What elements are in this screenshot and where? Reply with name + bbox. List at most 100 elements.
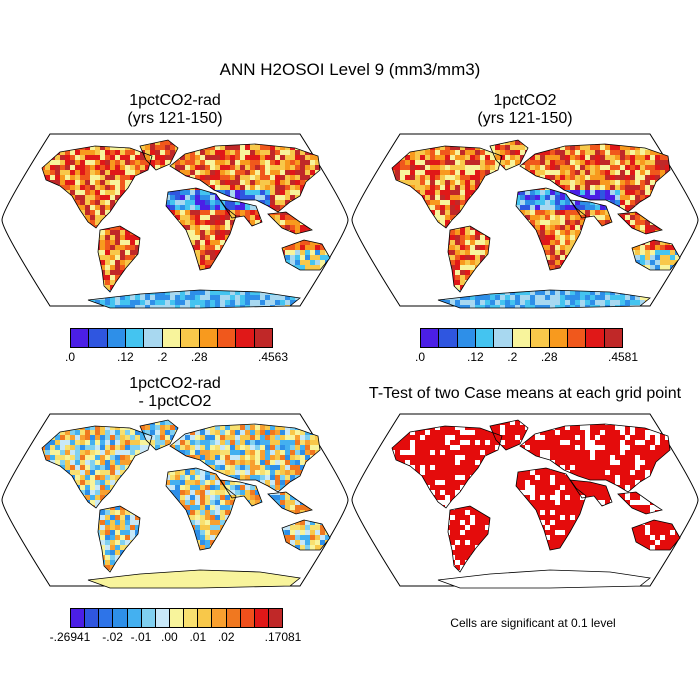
colorbar-tick-label: .0 bbox=[414, 350, 426, 364]
colorbar-tick-label: .00 bbox=[161, 630, 178, 644]
colorbar-swatch bbox=[512, 329, 532, 347]
coastline-antarctica bbox=[437, 569, 651, 589]
coastline-south-america bbox=[447, 505, 491, 573]
colorbar-swatch bbox=[198, 609, 213, 627]
coastline-arabia-india bbox=[219, 199, 263, 227]
colorbar-swatch bbox=[217, 329, 237, 347]
coastline-africa bbox=[165, 187, 237, 271]
coastline-arabia-india bbox=[219, 479, 263, 507]
coastline-greenland bbox=[139, 139, 179, 171]
colorbar-tick-label: .02 bbox=[217, 630, 235, 644]
panel-2-title-line1: 1pctCO2 bbox=[493, 92, 557, 109]
colorbar-swatch bbox=[476, 329, 495, 347]
coastline-se-asia bbox=[267, 211, 313, 235]
colorbar-tick-label: .2 bbox=[507, 350, 518, 364]
colorbar-swatch bbox=[226, 609, 241, 627]
coastline-australia bbox=[281, 239, 331, 271]
colorbar-tick-label: .12 bbox=[117, 350, 134, 364]
panel-1-title-line1: 1pctCO2-rad bbox=[129, 92, 221, 109]
colorbar-swatch bbox=[199, 329, 218, 347]
coastline-north-america bbox=[41, 145, 153, 229]
coastline-arabia-india bbox=[569, 199, 613, 227]
map-panel-1pctco2 bbox=[351, 133, 699, 309]
map-panel-ttest bbox=[351, 413, 699, 589]
colorbar-swatches bbox=[420, 328, 623, 348]
coastline-europe-asia bbox=[519, 423, 671, 493]
panel-4-title: T-Test of two Case means at each grid po… bbox=[350, 385, 700, 403]
coastline-australia bbox=[631, 519, 681, 551]
colorbar-swatch bbox=[421, 329, 440, 347]
colorbar-swatch bbox=[99, 609, 114, 627]
colorbar-swatch bbox=[113, 609, 128, 627]
colorbar-tick-label: .2 bbox=[157, 350, 168, 364]
colorbar-swatch bbox=[531, 329, 550, 347]
colorbar-swatch bbox=[71, 329, 90, 347]
colorbar-swatch bbox=[586, 329, 605, 347]
colorbar-swatch bbox=[457, 329, 477, 347]
coastline-antarctica bbox=[437, 289, 651, 309]
colorbar-tick-label: .01 bbox=[189, 630, 207, 644]
panel-1-title-line2: (yrs 121-150) bbox=[127, 110, 223, 127]
colorbar-panel-3: -.26941 -.02 -.01 .00 .01 .02 .17081 bbox=[50, 608, 301, 644]
colorbar-swatch bbox=[89, 329, 108, 347]
panel-3-title-line1: 1pctCO2-rad bbox=[129, 375, 221, 392]
coastline-greenland bbox=[489, 139, 529, 171]
coastline-greenland bbox=[139, 419, 179, 451]
coastline-se-asia bbox=[617, 211, 663, 235]
coastline-antarctica bbox=[87, 569, 301, 589]
colorbar-tick-label: -.01 bbox=[130, 630, 152, 644]
coastline-north-america bbox=[391, 145, 503, 229]
coastline-greenland bbox=[489, 419, 529, 451]
coastline-africa bbox=[515, 467, 587, 551]
colorbar-swatch bbox=[71, 609, 86, 627]
coastline-north-america bbox=[391, 425, 503, 509]
colorbar-swatch bbox=[494, 329, 513, 347]
significance-note: Cells are significant at 0.1 level bbox=[450, 616, 616, 630]
colorbar-swatch bbox=[604, 329, 622, 347]
colorbar-tick-label: .4581 bbox=[607, 350, 639, 364]
colorbar-swatch bbox=[107, 329, 127, 347]
colorbar-swatch bbox=[268, 609, 283, 627]
colorbar-panel-2: .0 .12 .2 .28 .4581 bbox=[415, 328, 638, 364]
coastline-australia bbox=[281, 519, 331, 551]
colorbar-swatch bbox=[254, 329, 272, 347]
colorbar-tick-label: -.26941 bbox=[49, 630, 91, 644]
colorbar-swatch bbox=[439, 329, 458, 347]
colorbar-swatch bbox=[144, 329, 163, 347]
colorbar-swatch bbox=[212, 609, 227, 627]
colorbar-swatches bbox=[70, 328, 273, 348]
panel-2-title: 1pctCO2 (yrs 121-150) bbox=[370, 92, 680, 128]
coastline-se-asia bbox=[267, 491, 313, 515]
coastline-antarctica bbox=[87, 289, 301, 309]
coastline-europe-asia bbox=[169, 143, 321, 213]
coastline-south-america bbox=[97, 505, 141, 573]
coastline-africa bbox=[165, 467, 237, 551]
colorbar-tick-label: .17081 bbox=[264, 630, 302, 644]
colorbar-tick-label: .4563 bbox=[257, 350, 289, 364]
colorbar-swatch bbox=[240, 609, 255, 627]
coastline-australia bbox=[631, 239, 681, 271]
map-panel-difference bbox=[1, 413, 349, 589]
panel-4-title-line1: T-Test of two Case means at each grid po… bbox=[368, 385, 682, 402]
panel-3-title: 1pctCO2-rad - 1pctCO2 bbox=[20, 375, 330, 411]
coastline-north-america bbox=[41, 425, 153, 509]
coastline-europe-asia bbox=[169, 423, 321, 493]
coastline-south-america bbox=[447, 225, 491, 293]
colorbar-tick-label: .28 bbox=[190, 350, 208, 364]
colorbar-tick-label: -.02 bbox=[102, 630, 123, 644]
colorbar-swatch bbox=[126, 329, 145, 347]
coastline-europe-asia bbox=[519, 143, 671, 213]
colorbar-tick-label: .28 bbox=[540, 350, 558, 364]
colorbar-swatch bbox=[169, 609, 185, 627]
colorbar-swatch bbox=[184, 609, 199, 627]
coastline-africa bbox=[515, 187, 587, 271]
coastline-south-america bbox=[97, 225, 141, 293]
colorbar-tick-label: .0 bbox=[64, 350, 76, 364]
main-title: ANN H2OSOI Level 9 (mm3/mm3) bbox=[219, 60, 481, 79]
panel-2-title-line2: (yrs 121-150) bbox=[477, 110, 573, 127]
colorbar-swatch bbox=[141, 609, 156, 627]
map-panel-1pctco2-rad bbox=[1, 133, 349, 309]
colorbar-swatch bbox=[85, 609, 100, 627]
coastline-se-asia bbox=[617, 491, 663, 515]
panel-3-title-line2: - 1pctCO2 bbox=[138, 393, 212, 410]
